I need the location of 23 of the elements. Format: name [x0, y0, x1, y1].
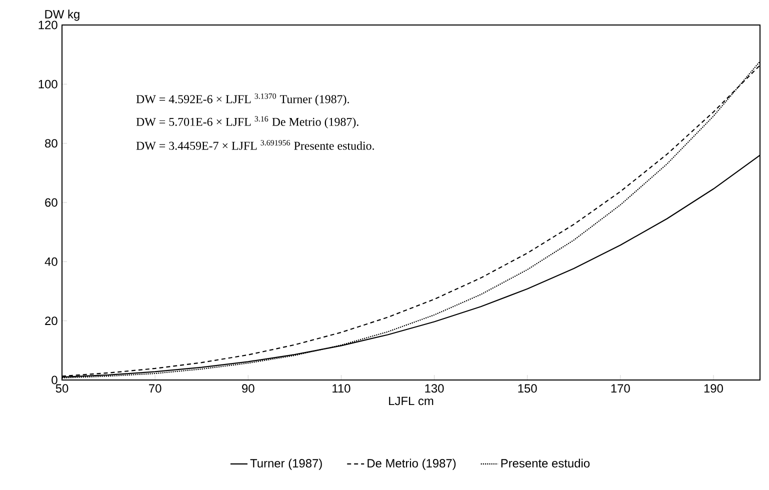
- x-tick-label: 130: [425, 384, 444, 393]
- x-tick-label: 150: [518, 384, 537, 393]
- annotation: DW = 4.592E-6 × LJFL $^{3.1370}$ Turner (1987).: [136, 93, 349, 106]
- x-tick-label: 190: [704, 384, 723, 393]
- y-tick-label: 120: [38, 20, 58, 30]
- x-axis-title: LJFL cm: [389, 396, 434, 406]
- x-tick-label: 170: [611, 384, 630, 393]
- legend-label: Presente estudio: [501, 458, 590, 468]
- y-axis-title: DW kg: [45, 10, 80, 21]
- x-tick-label: 90: [242, 384, 254, 393]
- y-tick-label: 100: [38, 80, 58, 88]
- legend-label: De Metrio (1987): [368, 458, 456, 470]
- legend-label: Turner (1987): [250, 458, 322, 470]
- y-tick-label: 60: [45, 198, 58, 207]
- x-tick-label: 70: [149, 384, 162, 393]
- y-tick-label: 0: [52, 376, 58, 384]
- annotation: DW = 3.4459E-7 × LJFL $^{3.691956}$ Presente estudio.: [136, 140, 374, 150]
- x-tick-label: 50: [56, 384, 68, 393]
- y-tick-label: 80: [45, 139, 58, 148]
- y-tick-label: 20: [45, 316, 58, 326]
- x-tick-label: 110: [332, 384, 350, 393]
- annotation: DW = 5.701E-6 × LJFL $^{3.16}$ De Metrio (1987).: [136, 116, 358, 128]
- y-tick-label: 40: [44, 257, 58, 266]
